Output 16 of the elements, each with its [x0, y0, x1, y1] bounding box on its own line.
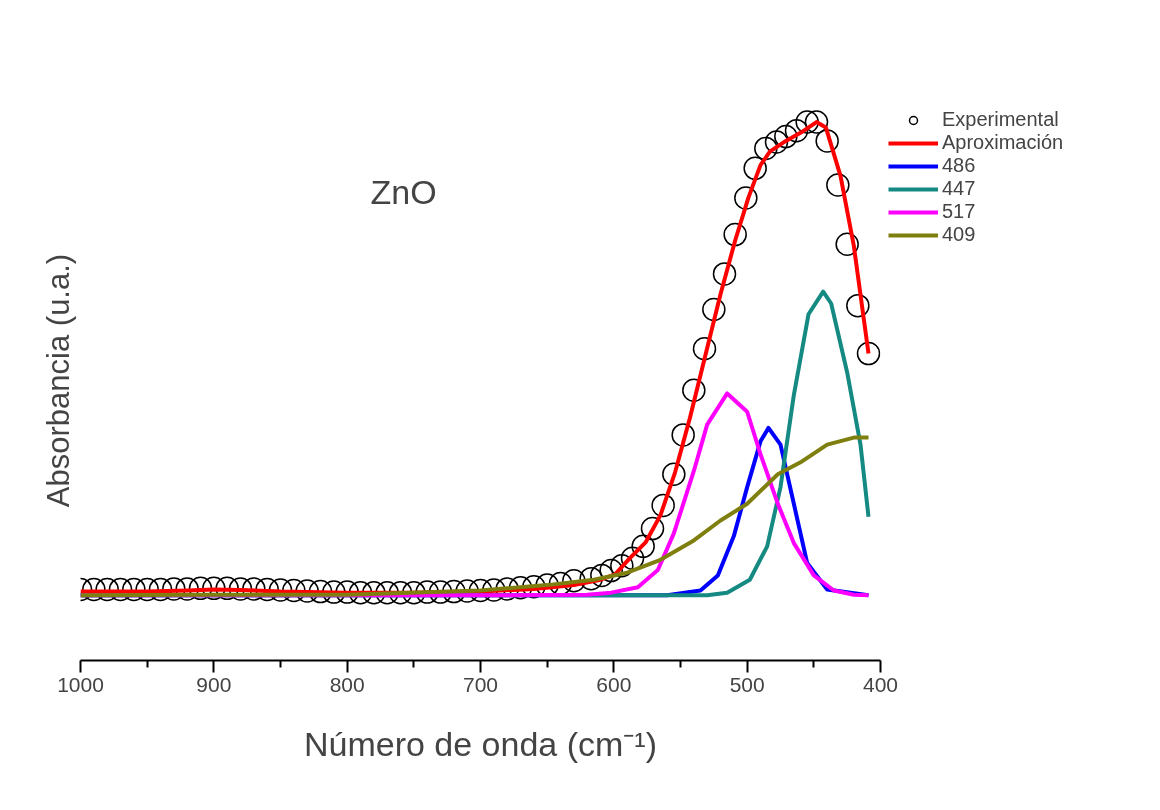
- x-tick-label: 500: [729, 672, 765, 696]
- legend-label: Aproximación: [942, 131, 1064, 154]
- text: ZnO: [370, 172, 437, 211]
- legend-label: 486: [942, 154, 976, 177]
- x-axis-title: Número de onda (cm⁻¹): [304, 724, 658, 763]
- x-tick-label: 600: [596, 672, 632, 696]
- x-tick-label: 400: [862, 672, 899, 696]
- legend-label: 517: [942, 200, 976, 223]
- legend-label: 409: [942, 223, 976, 246]
- x-tick-label: 900: [196, 672, 232, 696]
- x-tick-label: 1000: [57, 672, 104, 696]
- x-tick-label: 700: [462, 672, 499, 696]
- y-axis-title: Absorbancia (u.a.): [40, 253, 76, 508]
- x-tick-label: 800: [329, 672, 365, 696]
- legend-label: 447: [942, 177, 976, 200]
- legend-label: Experimental: [942, 108, 1059, 131]
